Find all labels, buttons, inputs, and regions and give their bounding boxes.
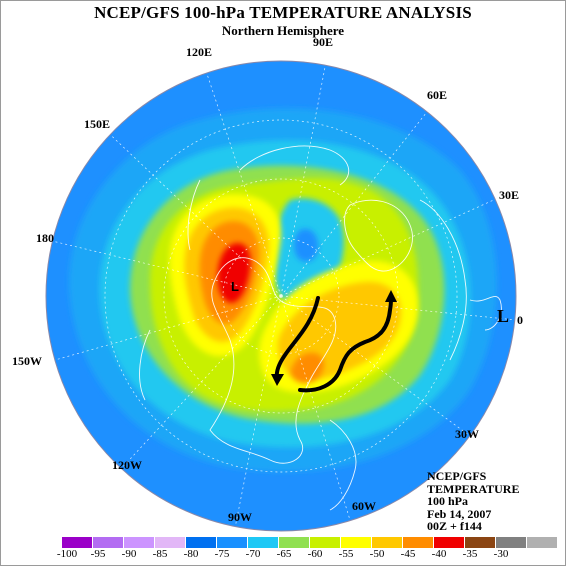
temperature-field: L <box>46 61 516 531</box>
colorbar-ticks: -100 -95 -90 -85 -80 -75 -70 -65 -60 -55 -50 -45 -40… <box>0 548 566 562</box>
colorbar-tick-label: -60 <box>307 548 323 560</box>
info-box: NCEP/GFS TEMPERATURE 100 hPa Feb 14, 200… <box>427 470 519 533</box>
northward-arrowhead <box>385 290 397 302</box>
info-line-forecast: 00Z + f144 <box>427 519 482 533</box>
southward-arrowhead <box>271 374 284 386</box>
map-title: NCEP/GFS 100-hPa TEMPERATURE ANALYSIS <box>94 3 472 22</box>
colorbar-swatch <box>93 537 124 548</box>
graticule <box>47 61 516 529</box>
colorbar-tick-label: -55 <box>338 548 354 560</box>
colorbar-swatch <box>372 537 403 548</box>
colorbar-swatch <box>124 537 155 548</box>
colorbar-tick-label: -85 <box>152 548 168 560</box>
info-line-field: TEMPERATURE <box>427 481 520 496</box>
colorbar-swatch <box>310 537 341 548</box>
lon-label-60w: 60W <box>352 499 376 513</box>
lon-label-90e: 90E <box>313 35 334 49</box>
warm-east-minus-45 <box>290 352 324 384</box>
lon-label-180: 180 <box>36 231 54 245</box>
colorbar-swatch <box>434 537 465 548</box>
cold-trough-core <box>294 228 319 262</box>
colorbar-swatch <box>341 537 372 548</box>
pole-low-marker: L <box>231 279 239 294</box>
lon-label-30w: 30W <box>455 427 479 441</box>
lon-label-150e: 150E <box>84 117 111 131</box>
colorbar-swatch <box>248 537 279 548</box>
info-line-level: 100 hPa <box>427 494 469 508</box>
lon-label-0: 0 <box>517 313 523 327</box>
colorbar <box>62 537 558 548</box>
colorbar-swatch <box>403 537 434 548</box>
colorbar-swatch <box>279 537 310 548</box>
map-subtitle: Northern Hemisphere <box>221 23 345 38</box>
colorbar-tick-label: -35 <box>462 548 478 560</box>
lon-label-60e: 60E <box>427 88 448 102</box>
northward-arrow <box>298 296 393 393</box>
colorbar-swatch <box>217 537 248 548</box>
colorbar-tick-label: -90 <box>121 548 137 560</box>
colorbar-swatch <box>527 537 558 548</box>
colorbar-tick-label: -50 <box>369 548 385 560</box>
colorbar-tick-label: -100 <box>56 548 78 560</box>
colorbar-tick-label: -95 <box>90 548 106 560</box>
colorbar-swatch <box>62 537 93 548</box>
lon-label-120e: 120E <box>186 45 213 59</box>
lon-label-30e: 30E <box>499 188 520 202</box>
info-line-model: NCEP/GFS <box>427 469 487 483</box>
colorbar-tick-label: -30 <box>493 548 509 560</box>
colorbar-swatch <box>496 537 527 548</box>
coastlines <box>139 145 502 511</box>
lon-label-120w: 120W <box>112 458 142 472</box>
map-rim <box>45 60 517 532</box>
colorbar-tick-label: -80 <box>183 548 199 560</box>
lon-label-150w: 150W <box>12 354 42 368</box>
info-line-date: Feb 14, 2007 <box>427 506 492 521</box>
colorbar-tick-label: -45 <box>400 548 416 560</box>
southward-arrow <box>274 296 320 380</box>
colorbar-tick-label: -75 <box>214 548 230 560</box>
lon-label-90w: 90W <box>228 510 252 524</box>
flow-arrows <box>274 296 393 393</box>
colorbar-tick-label: -70 <box>245 548 261 560</box>
colorbar-swatch <box>155 537 186 548</box>
colorbar-swatch <box>186 537 217 548</box>
low-marker: L <box>497 306 509 326</box>
colorbar-swatch <box>465 537 496 548</box>
colorbar-tick-label: -65 <box>276 548 292 560</box>
colorbar-tick-label: -40 <box>431 548 447 560</box>
warm-west-minus-40 <box>217 243 251 303</box>
